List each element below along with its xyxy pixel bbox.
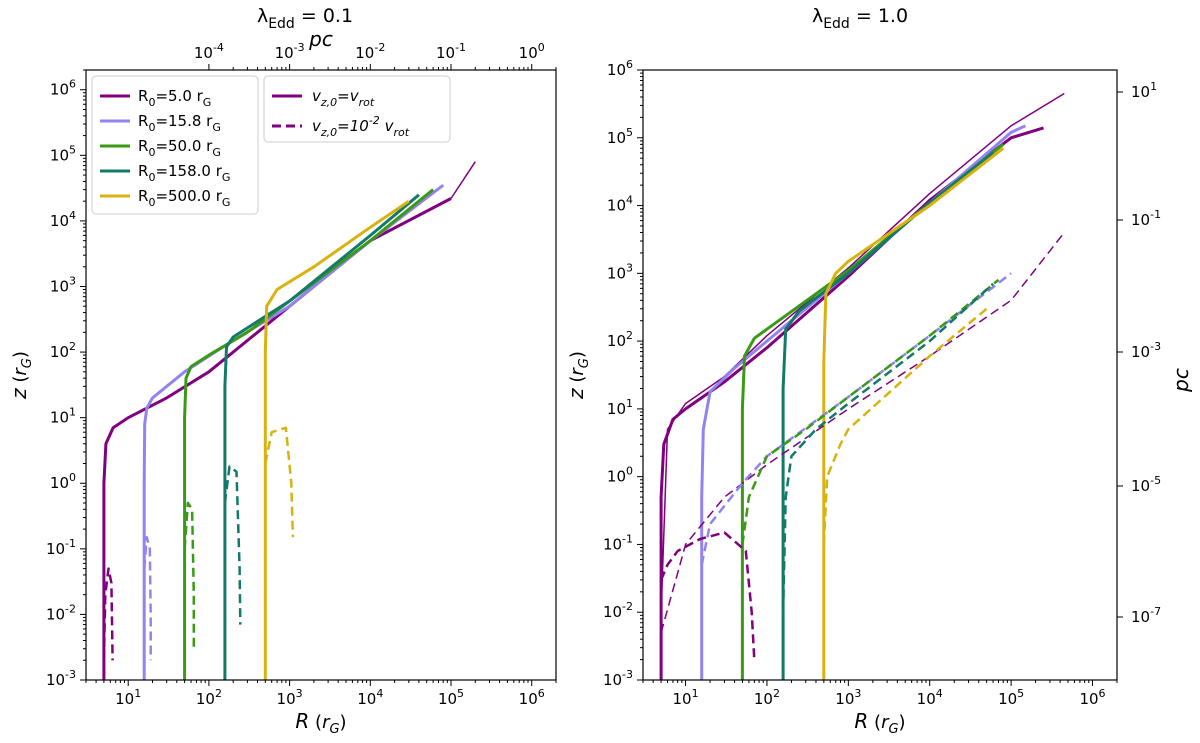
y-tick-label: 104 (607, 194, 633, 215)
plot-frame (85, 69, 557, 681)
y-tick-label: 10-1 (46, 537, 76, 558)
right-axis-label: pc (1169, 368, 1193, 393)
series-right-5 (822, 147, 1005, 680)
y-axis-label: z (rG) (7, 351, 35, 400)
series-left-9 (223, 465, 242, 625)
legend-label: R0=5.0 rG (138, 87, 211, 109)
legend-box-styles (263, 75, 451, 143)
x-tick-label: 102 (196, 687, 222, 708)
x-tick-label: 104 (357, 687, 383, 708)
x-tick-label: 106 (1079, 687, 1105, 708)
x-tick-label: 101 (115, 687, 141, 708)
series-left-3 (183, 188, 435, 680)
y-tick-label: 105 (607, 126, 633, 147)
series-right-2 (700, 124, 1027, 680)
series-right-8 (700, 272, 1012, 566)
top-tick-label: 10-3 (275, 41, 305, 62)
series-left-10 (264, 426, 295, 538)
y-axis-label: z (rG) (564, 351, 592, 400)
y-tick-label: 101 (50, 406, 76, 427)
y-tick-label: 103 (607, 261, 633, 282)
y-tick-label: 10-2 (603, 600, 633, 621)
panel-right-lambda-1.0: 101 102 103 104 105 106 10-3 10-2 10-1 100 101 102 1… (564, 58, 1193, 737)
top-axis-label: pc (308, 27, 333, 51)
right-tick-label: 101 (1131, 80, 1157, 101)
right-tick-label: 10-1 (1131, 208, 1161, 229)
x-axis-label: R (rG) (295, 709, 346, 737)
x-tick-label: 106 (519, 687, 545, 708)
legend-label: R0=50.0 rG (138, 137, 221, 159)
y-tick-label: 103 (50, 274, 76, 295)
x-tick-label: 102 (754, 687, 780, 708)
right-tick-label: 10-7 (1131, 605, 1161, 626)
legend-label: R0=158.0 rG (138, 162, 230, 184)
series-right-10 (781, 282, 994, 613)
series-left-6 (102, 567, 114, 661)
y-tick-label: 10-3 (46, 668, 76, 689)
legend-label: R0=500.0 rG (138, 187, 230, 209)
legend-style-label: vz,0=vrot (312, 87, 375, 109)
y-tick-label: 102 (607, 329, 633, 350)
y-tick-label: 106 (50, 78, 76, 99)
x-tick-label: 105 (438, 687, 464, 708)
series-left-8 (183, 501, 196, 649)
series-right-3 (740, 143, 1005, 680)
series-left-7 (142, 536, 152, 661)
top-tick-label: 100 (519, 41, 545, 62)
legend-box-radii (91, 75, 259, 215)
series-left-0 (102, 197, 452, 680)
x-axis-label: R (rG) (854, 709, 905, 737)
title-right-text: λEdd = 1.0 (812, 5, 908, 32)
y-tick-label: 101 (607, 397, 633, 418)
x-tick-label: 103 (277, 687, 303, 708)
x-tick-label: 103 (835, 687, 861, 708)
x-tick-label: 101 (673, 687, 699, 708)
y-tick-label: 10-3 (603, 668, 633, 689)
x-tick-label: 104 (917, 687, 943, 708)
series-right-0 (659, 126, 1044, 680)
top-tick-label: 10-4 (194, 41, 224, 62)
y-tick-label: 105 (50, 143, 76, 164)
series-right-7 (660, 232, 1065, 633)
series-left-2 (142, 184, 445, 680)
top-tick-label: 10-2 (355, 41, 385, 62)
series-right-1 (660, 92, 1065, 613)
y-tick-label: 10-1 (603, 532, 633, 553)
series-left-4 (223, 193, 420, 680)
y-tick-label: 102 (50, 340, 76, 361)
y-tick-label: 100 (607, 465, 633, 486)
series-left-5 (263, 199, 410, 680)
x-tick-label: 105 (998, 687, 1024, 708)
plot-frame (642, 69, 1118, 681)
series-left-1 (450, 161, 476, 199)
y-tick-label: 10-2 (46, 602, 76, 623)
panel-left-lambda-0.1: 101 102 103 104 105 106 10-3 10-2 10-1 100 101 102 1… (7, 27, 557, 737)
top-tick-label: 10-1 (436, 41, 466, 62)
y-tick-label: 100 (50, 471, 76, 492)
right-tick-label: 10-5 (1131, 474, 1161, 495)
title-left-text: λEdd = 0.1 (257, 5, 353, 32)
legend-label: R0=15.8 rG (138, 112, 221, 134)
series-right-4 (781, 151, 995, 680)
legend-style-label: vz,0=10-2 vrot (312, 114, 410, 139)
series-right-6 (659, 531, 756, 660)
y-tick-label: 106 (607, 58, 633, 79)
legend: R0=5.0 rG R0=15.8 rG R0=50.0 rG R0=158.0 rG… (91, 75, 451, 215)
y-tick-label: 104 (50, 209, 76, 230)
series-right-11 (822, 307, 988, 545)
series-right-9 (741, 278, 1000, 545)
right-tick-label: 10-3 (1131, 340, 1161, 361)
